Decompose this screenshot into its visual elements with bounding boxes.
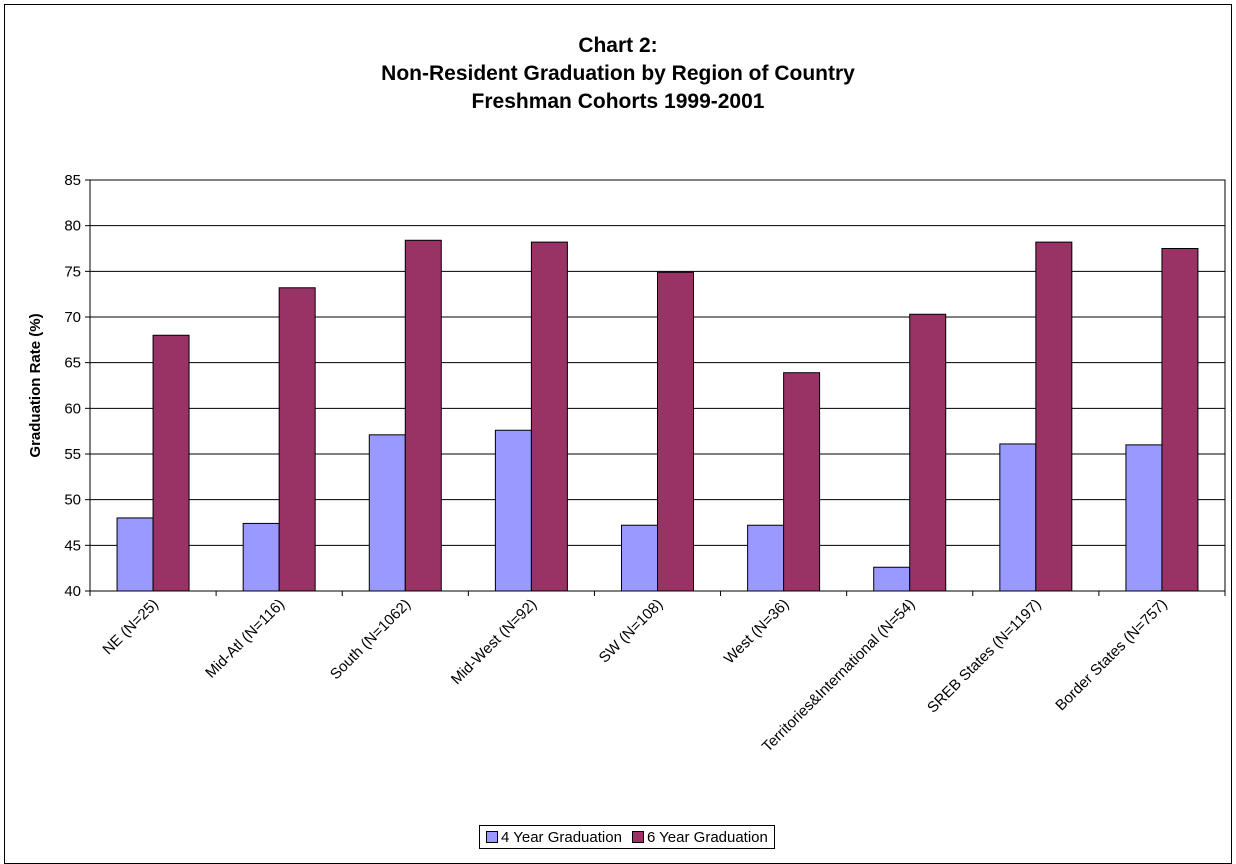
legend-item-6-year: 6 Year Graduation bbox=[631, 828, 768, 846]
x-tick-label: SREB States (N=1197) bbox=[924, 596, 1045, 717]
y-axis-label: Graduation Rate (%) bbox=[27, 313, 44, 457]
bar-6-year bbox=[783, 372, 821, 592]
bar-4-year bbox=[494, 429, 532, 592]
legend-swatch-4-year bbox=[486, 831, 498, 843]
x-tick-label: South (N=1062) bbox=[327, 596, 414, 683]
legend-swatch-6-year bbox=[631, 831, 644, 843]
legend-label-4-year: 4 Year Graduation bbox=[501, 828, 622, 846]
bar-4-year bbox=[1125, 444, 1163, 592]
legend: 4 Year Graduation 6 Year Graduation bbox=[479, 825, 775, 849]
y-tick-label: 85 bbox=[64, 172, 81, 189]
bar-6-year bbox=[530, 241, 568, 592]
x-tick-label: West (N=36) bbox=[721, 596, 793, 668]
bar-6-year bbox=[1161, 248, 1199, 592]
y-tick-label: 50 bbox=[64, 492, 81, 509]
x-tick-label: Mid-West (N=92) bbox=[448, 596, 540, 688]
bar-6-year bbox=[909, 313, 947, 592]
bar-4-year bbox=[873, 566, 911, 592]
bar-6-year bbox=[278, 287, 316, 592]
bar-4-year bbox=[621, 524, 658, 592]
bar-4-year bbox=[747, 524, 785, 592]
chart-title: Chart 2: Non-Resident Graduation by Regi… bbox=[0, 32, 1236, 116]
legend-label-6-year: 6 Year Graduation bbox=[646, 828, 768, 846]
chart-title-line-3: Freshman Cohorts 1999-2001 bbox=[471, 90, 765, 113]
y-tick-label: 80 bbox=[64, 218, 81, 235]
chart-title-line-1: Chart 2: bbox=[578, 34, 658, 57]
x-tick-label: NE (N=25) bbox=[99, 596, 161, 658]
y-tick-label: 60 bbox=[64, 400, 81, 417]
bar-4-year bbox=[116, 517, 154, 592]
x-tick-label: Mid-Atl (N=116) bbox=[202, 596, 288, 682]
bar-4-year bbox=[242, 522, 280, 592]
y-tick-label: 75 bbox=[64, 263, 81, 280]
y-tick-label: 45 bbox=[64, 537, 81, 554]
plot-area-border bbox=[89, 179, 1226, 592]
bar-6-year bbox=[657, 271, 694, 592]
bar-4-year bbox=[368, 434, 406, 592]
x-tick-label: Border States (N=757) bbox=[1052, 596, 1170, 714]
y-tick-label: 55 bbox=[64, 446, 81, 463]
y-tick-label: 40 bbox=[64, 583, 81, 600]
y-tick-label: 65 bbox=[64, 355, 81, 372]
chart-frame bbox=[4, 4, 1232, 864]
x-tick-label: SW (N=108) bbox=[596, 596, 667, 667]
x-tick-label: Territories&International (N=54) bbox=[759, 596, 919, 756]
bar-6-year bbox=[1035, 241, 1073, 592]
y-tick-label: 70 bbox=[64, 309, 81, 326]
bar-6-year bbox=[152, 334, 190, 592]
bar-6-year bbox=[404, 239, 442, 592]
bars bbox=[116, 239, 1199, 592]
chart-title-line-2: Non-Resident Graduation by Region of Cou… bbox=[381, 62, 855, 85]
legend-item-4-year: 4 Year Graduation bbox=[486, 829, 622, 846]
bar-4-year bbox=[999, 443, 1037, 592]
